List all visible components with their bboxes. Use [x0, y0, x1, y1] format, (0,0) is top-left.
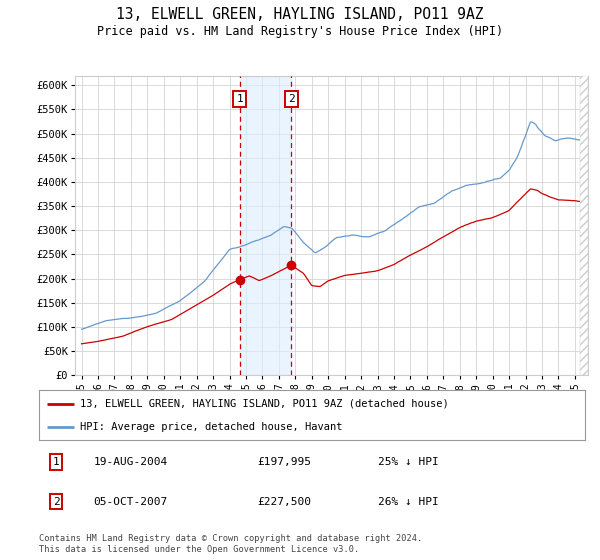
Text: 13, ELWELL GREEN, HAYLING ISLAND, PO11 9AZ (detached house): 13, ELWELL GREEN, HAYLING ISLAND, PO11 9… — [80, 399, 449, 409]
Text: 19-AUG-2004: 19-AUG-2004 — [94, 457, 168, 466]
Text: 13, ELWELL GREEN, HAYLING ISLAND, PO11 9AZ: 13, ELWELL GREEN, HAYLING ISLAND, PO11 9… — [116, 7, 484, 22]
Text: 25% ↓ HPI: 25% ↓ HPI — [377, 457, 438, 466]
Text: 1: 1 — [53, 457, 59, 466]
Text: 1: 1 — [236, 94, 243, 104]
Text: 2: 2 — [53, 497, 59, 507]
Text: Contains HM Land Registry data © Crown copyright and database right 2024.
This d: Contains HM Land Registry data © Crown c… — [39, 534, 422, 554]
Text: 2: 2 — [288, 94, 295, 104]
Text: 05-OCT-2007: 05-OCT-2007 — [94, 497, 168, 507]
Text: £197,995: £197,995 — [257, 457, 311, 466]
Text: £227,500: £227,500 — [257, 497, 311, 507]
Text: HPI: Average price, detached house, Havant: HPI: Average price, detached house, Hava… — [80, 422, 343, 432]
Text: Price paid vs. HM Land Registry's House Price Index (HPI): Price paid vs. HM Land Registry's House … — [97, 25, 503, 38]
Text: 26% ↓ HPI: 26% ↓ HPI — [377, 497, 438, 507]
Bar — [240, 76, 292, 375]
